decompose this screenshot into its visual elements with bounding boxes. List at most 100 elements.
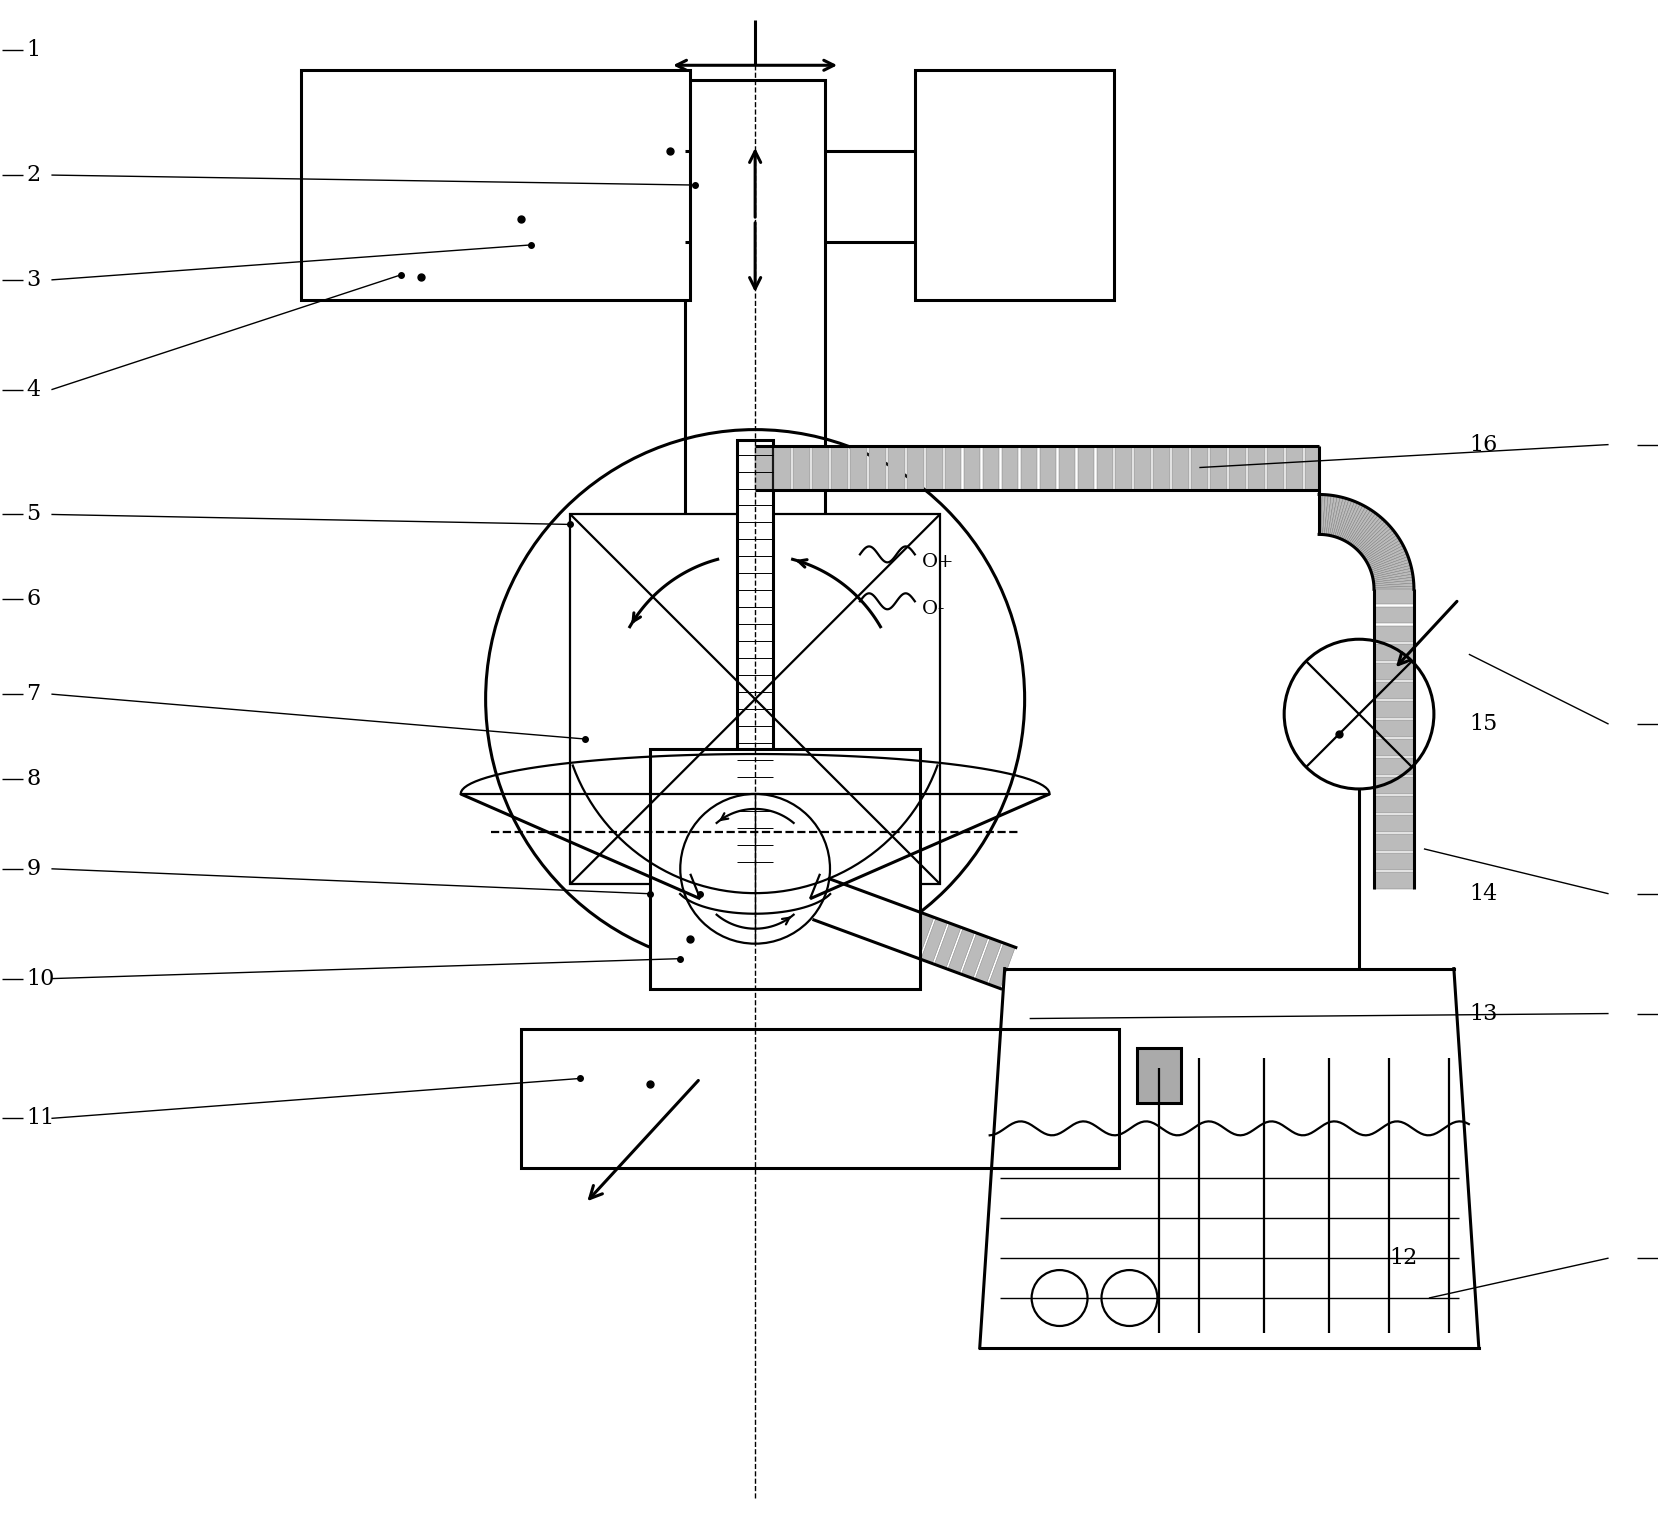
Text: 3: 3 bbox=[27, 269, 42, 291]
Polygon shape bbox=[1351, 514, 1378, 546]
Bar bbox=[1116, 445, 1132, 489]
Bar bbox=[1154, 445, 1170, 489]
Text: O-: O- bbox=[921, 601, 945, 618]
Polygon shape bbox=[1368, 546, 1404, 566]
Text: 5: 5 bbox=[27, 503, 40, 526]
Polygon shape bbox=[935, 924, 961, 968]
Polygon shape bbox=[1363, 531, 1394, 557]
Bar bbox=[1230, 445, 1247, 489]
Polygon shape bbox=[1350, 509, 1373, 544]
Polygon shape bbox=[812, 878, 838, 924]
Bar bbox=[983, 445, 999, 489]
Bar bbox=[964, 445, 981, 489]
Polygon shape bbox=[1341, 503, 1360, 540]
Bar bbox=[906, 445, 923, 489]
Bar bbox=[1137, 1049, 1182, 1104]
Bar bbox=[521, 1029, 1119, 1168]
Text: 1: 1 bbox=[27, 40, 40, 61]
Bar bbox=[1021, 445, 1038, 489]
Polygon shape bbox=[961, 933, 988, 979]
Bar bbox=[1077, 445, 1094, 489]
Polygon shape bbox=[1323, 495, 1328, 535]
Polygon shape bbox=[1373, 566, 1411, 576]
Polygon shape bbox=[880, 904, 906, 948]
Text: O+: O+ bbox=[921, 553, 954, 572]
Bar bbox=[812, 445, 828, 489]
Text: 7: 7 bbox=[27, 683, 40, 705]
Polygon shape bbox=[948, 928, 974, 974]
Polygon shape bbox=[1373, 576, 1414, 584]
Text: 12: 12 bbox=[1389, 1248, 1418, 1269]
Bar bbox=[915, 70, 1114, 300]
Text: 15: 15 bbox=[1469, 713, 1497, 735]
Bar bbox=[850, 445, 867, 489]
Bar bbox=[651, 749, 920, 989]
Polygon shape bbox=[1374, 586, 1414, 589]
Bar bbox=[1374, 777, 1414, 794]
Bar bbox=[1267, 445, 1283, 489]
Polygon shape bbox=[1353, 515, 1381, 547]
Text: 4: 4 bbox=[27, 379, 40, 401]
Polygon shape bbox=[893, 908, 920, 954]
Text: 6: 6 bbox=[27, 589, 40, 610]
Polygon shape bbox=[1371, 560, 1409, 573]
Text: 11: 11 bbox=[27, 1107, 55, 1130]
Polygon shape bbox=[1373, 575, 1413, 583]
Bar bbox=[1039, 445, 1056, 489]
Polygon shape bbox=[1331, 497, 1343, 537]
Polygon shape bbox=[908, 913, 935, 959]
Polygon shape bbox=[1351, 512, 1376, 546]
Bar bbox=[1374, 702, 1414, 719]
Bar bbox=[571, 514, 940, 884]
Polygon shape bbox=[1355, 517, 1383, 549]
Bar bbox=[1374, 797, 1414, 813]
Polygon shape bbox=[1358, 521, 1388, 550]
Text: 2: 2 bbox=[27, 164, 40, 187]
Bar bbox=[1374, 664, 1414, 680]
Bar bbox=[1059, 445, 1076, 489]
Polygon shape bbox=[921, 917, 948, 963]
Text: 10: 10 bbox=[27, 968, 55, 989]
Polygon shape bbox=[1328, 495, 1338, 535]
Polygon shape bbox=[1335, 498, 1350, 537]
Bar bbox=[1374, 720, 1414, 737]
Bar bbox=[737, 440, 774, 879]
Polygon shape bbox=[1374, 583, 1414, 587]
Bar bbox=[1374, 625, 1414, 642]
Polygon shape bbox=[1373, 572, 1413, 581]
Polygon shape bbox=[1345, 505, 1366, 541]
Bar bbox=[1134, 445, 1150, 489]
Polygon shape bbox=[1340, 502, 1358, 540]
Polygon shape bbox=[1325, 495, 1331, 535]
Polygon shape bbox=[1338, 500, 1355, 538]
Bar bbox=[793, 445, 810, 489]
Polygon shape bbox=[1371, 563, 1411, 575]
Polygon shape bbox=[1336, 500, 1351, 538]
Polygon shape bbox=[1346, 506, 1368, 543]
Bar bbox=[1192, 445, 1208, 489]
Bar bbox=[1374, 607, 1414, 624]
Polygon shape bbox=[1374, 579, 1414, 586]
Polygon shape bbox=[1373, 569, 1413, 579]
Text: 16: 16 bbox=[1469, 434, 1497, 456]
Polygon shape bbox=[1370, 553, 1408, 570]
Bar bbox=[1374, 645, 1414, 661]
Text: 9: 9 bbox=[27, 858, 40, 879]
Polygon shape bbox=[1366, 543, 1403, 564]
Bar bbox=[755, 445, 772, 489]
Bar bbox=[1097, 445, 1114, 489]
Bar bbox=[1374, 835, 1414, 850]
Polygon shape bbox=[1343, 505, 1363, 541]
Polygon shape bbox=[1358, 523, 1389, 552]
Bar bbox=[945, 445, 961, 489]
Polygon shape bbox=[1361, 528, 1393, 555]
Polygon shape bbox=[1320, 494, 1321, 535]
Polygon shape bbox=[1321, 494, 1325, 535]
Polygon shape bbox=[989, 943, 1016, 988]
Bar bbox=[1374, 589, 1414, 604]
Polygon shape bbox=[1360, 526, 1391, 553]
Polygon shape bbox=[1371, 557, 1409, 572]
Bar bbox=[1374, 853, 1414, 870]
Bar bbox=[1248, 445, 1265, 489]
Polygon shape bbox=[827, 884, 853, 928]
